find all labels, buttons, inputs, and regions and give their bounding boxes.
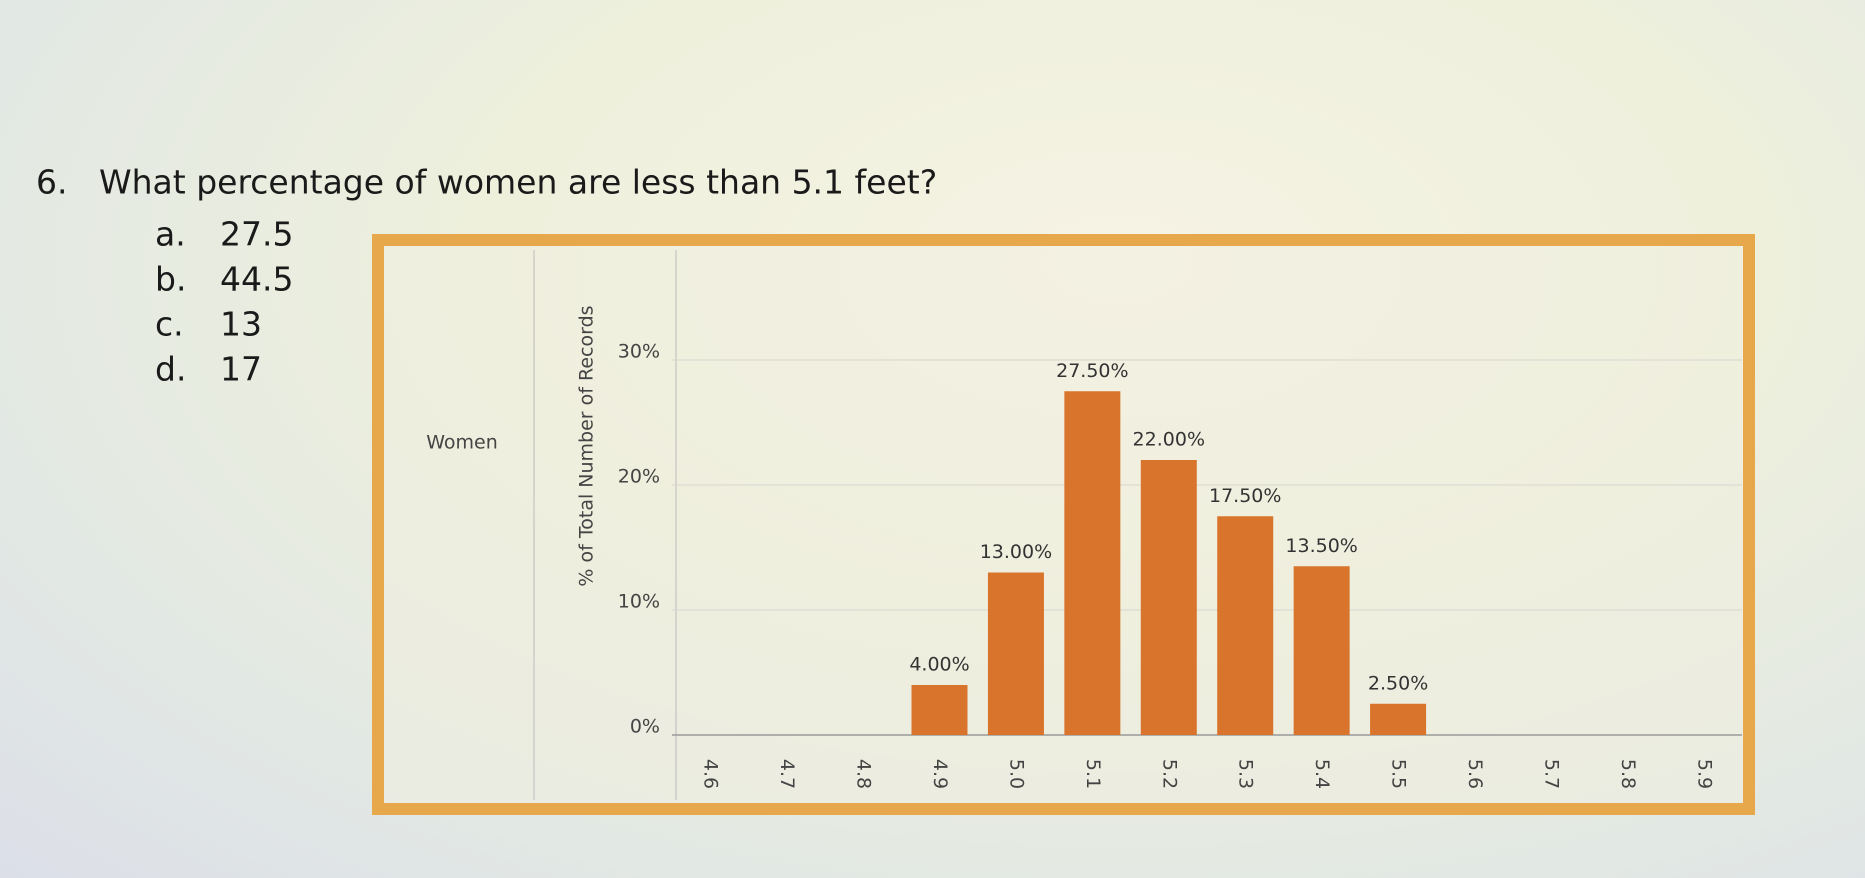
row-label: Women: [426, 432, 498, 454]
x-tick-label: 5.8: [1617, 759, 1639, 789]
x-tick-label: 5.5: [1388, 759, 1410, 789]
y-tick-label: 30%: [618, 341, 660, 363]
bar: [1293, 566, 1350, 735]
x-tick-label: 5.6: [1464, 759, 1486, 789]
x-tick-label: 5.9: [1693, 759, 1715, 789]
y-tick-label: 20%: [618, 466, 660, 488]
option-text: 27.5: [220, 215, 293, 254]
option-letter: d.: [155, 350, 186, 389]
data-label: 4.00%: [909, 654, 969, 676]
option-text: 44.5: [220, 260, 293, 299]
bar: [1064, 391, 1121, 735]
x-tick-label: 4.8: [853, 759, 875, 789]
option-text: 17: [220, 350, 262, 389]
question-text: What percentage of women are less than 5…: [99, 163, 937, 202]
bar: [1217, 516, 1274, 735]
x-tick-label: 4.9: [929, 759, 951, 789]
x-tick-label: 5.2: [1158, 759, 1180, 789]
x-tick-label: 5.7: [1540, 759, 1562, 789]
data-label: 17.50%: [1209, 485, 1281, 507]
bar: [987, 572, 1044, 735]
option-letter: b.: [155, 260, 186, 299]
x-tick-label: 4.7: [776, 759, 798, 789]
x-tick-label: 5.0: [1005, 759, 1027, 789]
bar: [1370, 703, 1427, 735]
option-text: 13: [220, 305, 262, 344]
x-tick-label: 5.1: [1082, 759, 1104, 789]
x-tick-label: 5.3: [1235, 759, 1257, 789]
data-label: 27.50%: [1056, 360, 1128, 382]
bar: [1140, 460, 1197, 735]
data-label: 2.50%: [1368, 672, 1428, 694]
data-label: 13.00%: [980, 541, 1052, 563]
option-letter: a.: [155, 215, 186, 254]
y-tick-label: 0%: [630, 716, 660, 738]
data-label: 22.00%: [1133, 429, 1205, 451]
data-label: 13.50%: [1285, 535, 1357, 557]
y-tick-label: 10%: [618, 591, 660, 613]
bar: [911, 685, 968, 735]
y-axis-title: % of Total Number of Records: [576, 305, 598, 586]
x-tick-label: 5.4: [1311, 759, 1333, 789]
x-tick-label: 4.6: [700, 759, 722, 789]
chart-frame: [372, 234, 1755, 815]
question-number: 6.: [36, 163, 68, 202]
option-letter: c.: [155, 305, 184, 344]
